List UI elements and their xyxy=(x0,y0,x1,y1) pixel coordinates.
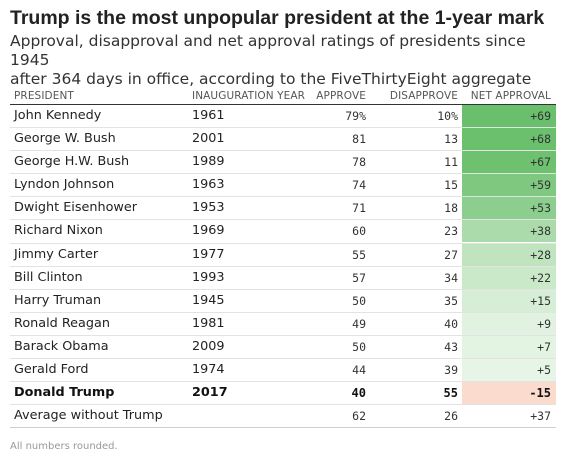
header-inauguration-year: INAUGURATION YEAR xyxy=(192,90,306,102)
president-name: John Kennedy xyxy=(14,108,102,123)
disapprove-value: 34 xyxy=(444,270,458,285)
disapprove-value: 15 xyxy=(444,178,458,193)
approve-value: 79% xyxy=(345,109,366,123)
table-row: Barack Obama 2009 50 43 +7 xyxy=(10,335,556,360)
disapprove-value: 23 xyxy=(444,224,458,239)
approve-value: 50 xyxy=(352,339,366,354)
table-row: Jimmy Carter 1977 55 27 +28 xyxy=(10,243,556,267)
subtitle-line-2: after 364 days in office, according to t… xyxy=(10,70,532,88)
subtitle-line-1: Approval, disapproval and net approval r… xyxy=(10,32,526,69)
table-row: George H.W. Bush 1989 78 11 +67 xyxy=(10,151,556,175)
approve-value: 50 xyxy=(352,293,366,308)
inauguration-year: 1969 xyxy=(192,223,225,239)
net-approval-value: +7 xyxy=(462,335,556,358)
approve-value: 57 xyxy=(352,270,366,285)
disapprove-value: 40 xyxy=(444,316,458,331)
approve-value: 78 xyxy=(352,155,366,170)
table-row: Ronald Reagan 1981 49 40 +9 xyxy=(10,312,556,336)
net-approval-value: +15 xyxy=(462,289,556,312)
inauguration-year: 1989 xyxy=(192,154,225,170)
approve-value: 44 xyxy=(352,363,366,378)
approve-value: 71 xyxy=(352,201,366,216)
disapprove-value: 35 xyxy=(444,293,458,308)
approve-value: 49 xyxy=(352,316,366,331)
chart-subtitle: Approval, disapproval and net approval r… xyxy=(10,32,565,89)
net-approval-value: +68 xyxy=(462,128,556,151)
inauguration-year: 1993 xyxy=(192,269,225,285)
header-disapprove: DISAPPROVE xyxy=(389,90,458,102)
disapprove-value: 10% xyxy=(437,109,458,123)
net-approval-value: +67 xyxy=(462,151,556,174)
president-name: Jimmy Carter xyxy=(14,246,99,262)
disapprove-value: 11 xyxy=(444,155,458,170)
header-approve: APPROVE xyxy=(316,90,366,102)
net-approval-value: +22 xyxy=(462,266,556,289)
net-approval-value: -15 xyxy=(462,382,556,405)
header-president: PRESIDENT xyxy=(14,90,74,102)
approve-value: 81 xyxy=(352,132,366,147)
president-name: Ronald Reagan xyxy=(14,315,110,331)
president-name: Barack Obama xyxy=(14,338,109,354)
president-name: George H.W. Bush xyxy=(14,154,130,170)
table-row: Gerald Ford 1974 44 39 +5 xyxy=(10,359,556,383)
inauguration-year: 1961 xyxy=(192,108,225,123)
inauguration-year: 1953 xyxy=(192,200,225,216)
approve-value: 60 xyxy=(352,224,366,239)
disapprove-value: 39 xyxy=(444,363,458,378)
average-net: +37 xyxy=(530,409,551,424)
approve-value: 74 xyxy=(352,178,366,193)
net-approval-value: +53 xyxy=(462,197,556,220)
president-name: Gerald Ford xyxy=(14,362,89,378)
president-name: Lyndon Johnson xyxy=(14,177,115,193)
president-name: Richard Nixon xyxy=(14,223,103,239)
inauguration-year: 2001 xyxy=(192,131,225,147)
chart-title: Trump is the most unpopular president at… xyxy=(10,7,545,29)
inauguration-year: 1945 xyxy=(192,292,225,308)
inauguration-year: 2017 xyxy=(192,385,228,401)
inauguration-year: 1974 xyxy=(192,362,225,378)
inauguration-year: 1977 xyxy=(192,246,225,262)
approve-value: 40 xyxy=(351,386,366,401)
inauguration-year: 2009 xyxy=(192,338,225,354)
president-name: Donald Trump xyxy=(14,385,115,401)
average-disapprove: 26 xyxy=(444,409,458,424)
disapprove-value: 18 xyxy=(444,201,458,216)
net-approval-value: +38 xyxy=(462,220,556,243)
disapprove-value: 27 xyxy=(444,247,458,262)
net-approval-value: +5 xyxy=(462,359,556,382)
average-row: Average without Trump 62 26 +37 xyxy=(10,405,556,429)
net-approval-value: +69 xyxy=(462,105,556,127)
president-name: Harry Truman xyxy=(14,292,102,308)
table-header: PRESIDENT INAUGURATION YEAR APPROVE DISA… xyxy=(10,89,556,105)
disapprove-value: 55 xyxy=(443,386,458,401)
footnote: All numbers rounded. xyxy=(10,441,118,452)
inauguration-year: 1981 xyxy=(192,315,225,331)
table-row: George W. Bush 2001 81 13 +68 xyxy=(10,128,556,152)
table-row: Bill Clinton 1993 57 34 +22 xyxy=(10,266,556,290)
approval-table: PRESIDENT INAUGURATION YEAR APPROVE DISA… xyxy=(10,89,556,429)
president-name: George W. Bush xyxy=(14,131,116,147)
net-approval-value: +59 xyxy=(462,174,556,197)
disapprove-value: 43 xyxy=(444,339,458,354)
average-label: Average without Trump xyxy=(14,408,163,424)
header-net-approval: NET APPROVAL xyxy=(470,90,551,102)
table-row: Dwight Eisenhower 1953 71 18 +53 xyxy=(10,197,556,221)
approve-value: 55 xyxy=(352,247,366,262)
net-approval-value: +9 xyxy=(462,312,556,335)
average-approve: 62 xyxy=(352,409,366,424)
president-name: Bill Clinton xyxy=(14,269,83,285)
net-approval-value: +28 xyxy=(462,243,556,266)
table-body: John Kennedy 1961 79% 10% +69 George W. Bush 2… xyxy=(10,105,556,406)
table-row: Richard Nixon 1969 60 23 +38 xyxy=(10,220,556,244)
table-row: Harry Truman 1945 50 35 +15 xyxy=(10,289,556,313)
disapprove-value: 13 xyxy=(444,132,458,147)
table-row: Lyndon Johnson 1963 74 15 +59 xyxy=(10,174,556,198)
president-name: Dwight Eisenhower xyxy=(14,200,138,216)
inauguration-year: 1963 xyxy=(192,177,225,193)
table-row-highlight: Donald Trump 2017 40 55 -15 xyxy=(10,382,556,406)
table-row: John Kennedy 1961 79% 10% +69 xyxy=(10,105,556,129)
